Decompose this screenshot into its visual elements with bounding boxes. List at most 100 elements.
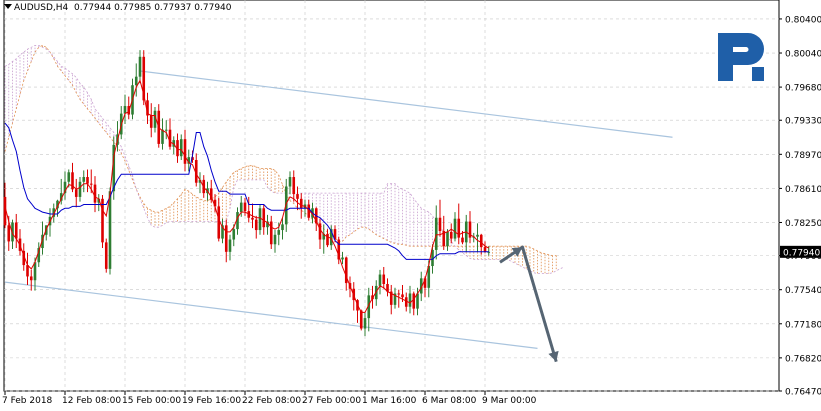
candle-body xyxy=(423,278,427,288)
candle-body xyxy=(393,293,397,305)
candle-body xyxy=(483,247,487,252)
candle-body xyxy=(176,140,179,157)
x-tick-label: 1 Mar 16:00 xyxy=(362,396,417,406)
candle-body xyxy=(427,266,431,288)
candle-body xyxy=(101,198,104,243)
candle-body xyxy=(14,222,18,239)
candle-body xyxy=(138,56,142,77)
candle-body xyxy=(52,208,56,217)
candle-body xyxy=(487,251,491,253)
candle-body xyxy=(386,284,389,292)
x-tick-label: 19 Feb 16:00 xyxy=(182,396,241,406)
candle-body xyxy=(378,274,382,286)
plot-frame xyxy=(3,0,780,392)
y-tick-label: 0.76820 xyxy=(785,354,821,364)
candle-body xyxy=(258,208,262,231)
symbol-name: AUDUSD,H4 xyxy=(14,3,69,13)
y-tick-label: 0.80040 xyxy=(785,50,821,60)
candle-body xyxy=(416,293,419,309)
candle-body xyxy=(468,221,472,238)
candle-body xyxy=(74,189,78,197)
candle-body xyxy=(209,188,213,200)
ohlc-open: 0.77944 xyxy=(74,3,112,13)
candle-body xyxy=(431,249,434,267)
y-tick-label: 0.79330 xyxy=(785,117,821,127)
candle-body xyxy=(266,221,269,228)
candle-body xyxy=(299,198,303,209)
x-tick-label: 12 Feb 08:00 xyxy=(62,396,121,406)
dropdown-triangle-icon[interactable] xyxy=(4,4,12,9)
candle-body xyxy=(134,76,138,86)
candle-body xyxy=(179,139,183,157)
senkou-span-b xyxy=(4,45,564,274)
candle-body xyxy=(228,239,232,252)
logo-mark xyxy=(718,33,764,81)
candle-body xyxy=(213,199,217,207)
candle-body xyxy=(329,229,333,246)
candle-body xyxy=(7,225,11,242)
candle-body xyxy=(404,297,408,307)
candle-body xyxy=(22,250,26,266)
candle-body xyxy=(262,208,266,228)
candle-body xyxy=(164,129,168,131)
candle-body xyxy=(442,231,446,247)
candle-body xyxy=(168,129,172,147)
y-tick-label: 0.80400 xyxy=(785,15,821,25)
candle-body xyxy=(67,172,71,182)
candle-body xyxy=(217,206,221,239)
candle-body xyxy=(86,177,89,184)
candle-body xyxy=(243,202,247,212)
y-tick-label: 0.77180 xyxy=(785,320,821,330)
y-tick-label: 0.79680 xyxy=(785,84,821,94)
candle-body xyxy=(363,318,367,329)
candle-body xyxy=(453,218,457,239)
grid xyxy=(3,0,780,392)
candle-body xyxy=(269,221,273,245)
candle-body xyxy=(112,144,116,192)
arrowhead-up-icon xyxy=(511,247,523,257)
x-tick-label: 27 Feb 00:00 xyxy=(302,396,361,406)
arrowhead-down-icon xyxy=(548,350,559,362)
ohlc-high: 0.77985 xyxy=(114,3,152,13)
candle-body xyxy=(236,212,239,230)
y-tick-label: 0.76470 xyxy=(785,388,821,398)
current-price-box xyxy=(780,245,821,258)
candle-body xyxy=(359,310,363,329)
x-tick-label: 15 Feb 00:00 xyxy=(122,396,181,406)
axes: 0.80400 0.80040 0.79680 0.79330 0.78970 0.786… xyxy=(2,15,821,406)
candle-body xyxy=(412,293,416,309)
candle-body xyxy=(26,265,29,277)
candle-body xyxy=(3,196,7,226)
candle-body xyxy=(318,223,322,240)
candle-body xyxy=(337,239,341,260)
candle-body xyxy=(71,172,74,190)
candle-body xyxy=(153,110,157,128)
ohlc-low: 0.77937 xyxy=(154,3,192,13)
candle-body xyxy=(438,217,442,232)
x-tick-label: 6 Mar 08:00 xyxy=(422,396,477,406)
current-price-label: 0.77940 xyxy=(783,248,820,258)
candle-body xyxy=(221,225,224,239)
candle-body xyxy=(78,181,82,197)
candle-body xyxy=(63,181,67,194)
candle-body xyxy=(89,183,93,185)
candle-body xyxy=(479,234,483,248)
candle-body xyxy=(322,233,326,240)
candle-body xyxy=(397,293,401,295)
symbol-header[interactable]: AUDUSD,H4 0.77944 0.77985 0.77937 0.7794… xyxy=(4,3,232,13)
candle-body xyxy=(232,229,236,240)
candle-body xyxy=(341,257,344,260)
candle-body xyxy=(37,248,41,263)
candle-body xyxy=(292,177,296,195)
rb-logo-icon xyxy=(718,33,764,81)
candle-body xyxy=(161,129,164,144)
y-tick-label: 0.78610 xyxy=(785,185,821,195)
channel-upper-line xyxy=(139,70,673,138)
channel-lower-line xyxy=(4,281,538,349)
candle-body xyxy=(224,225,228,252)
candle-body xyxy=(123,106,127,114)
candle-body xyxy=(41,234,44,249)
candle-body xyxy=(449,231,453,239)
